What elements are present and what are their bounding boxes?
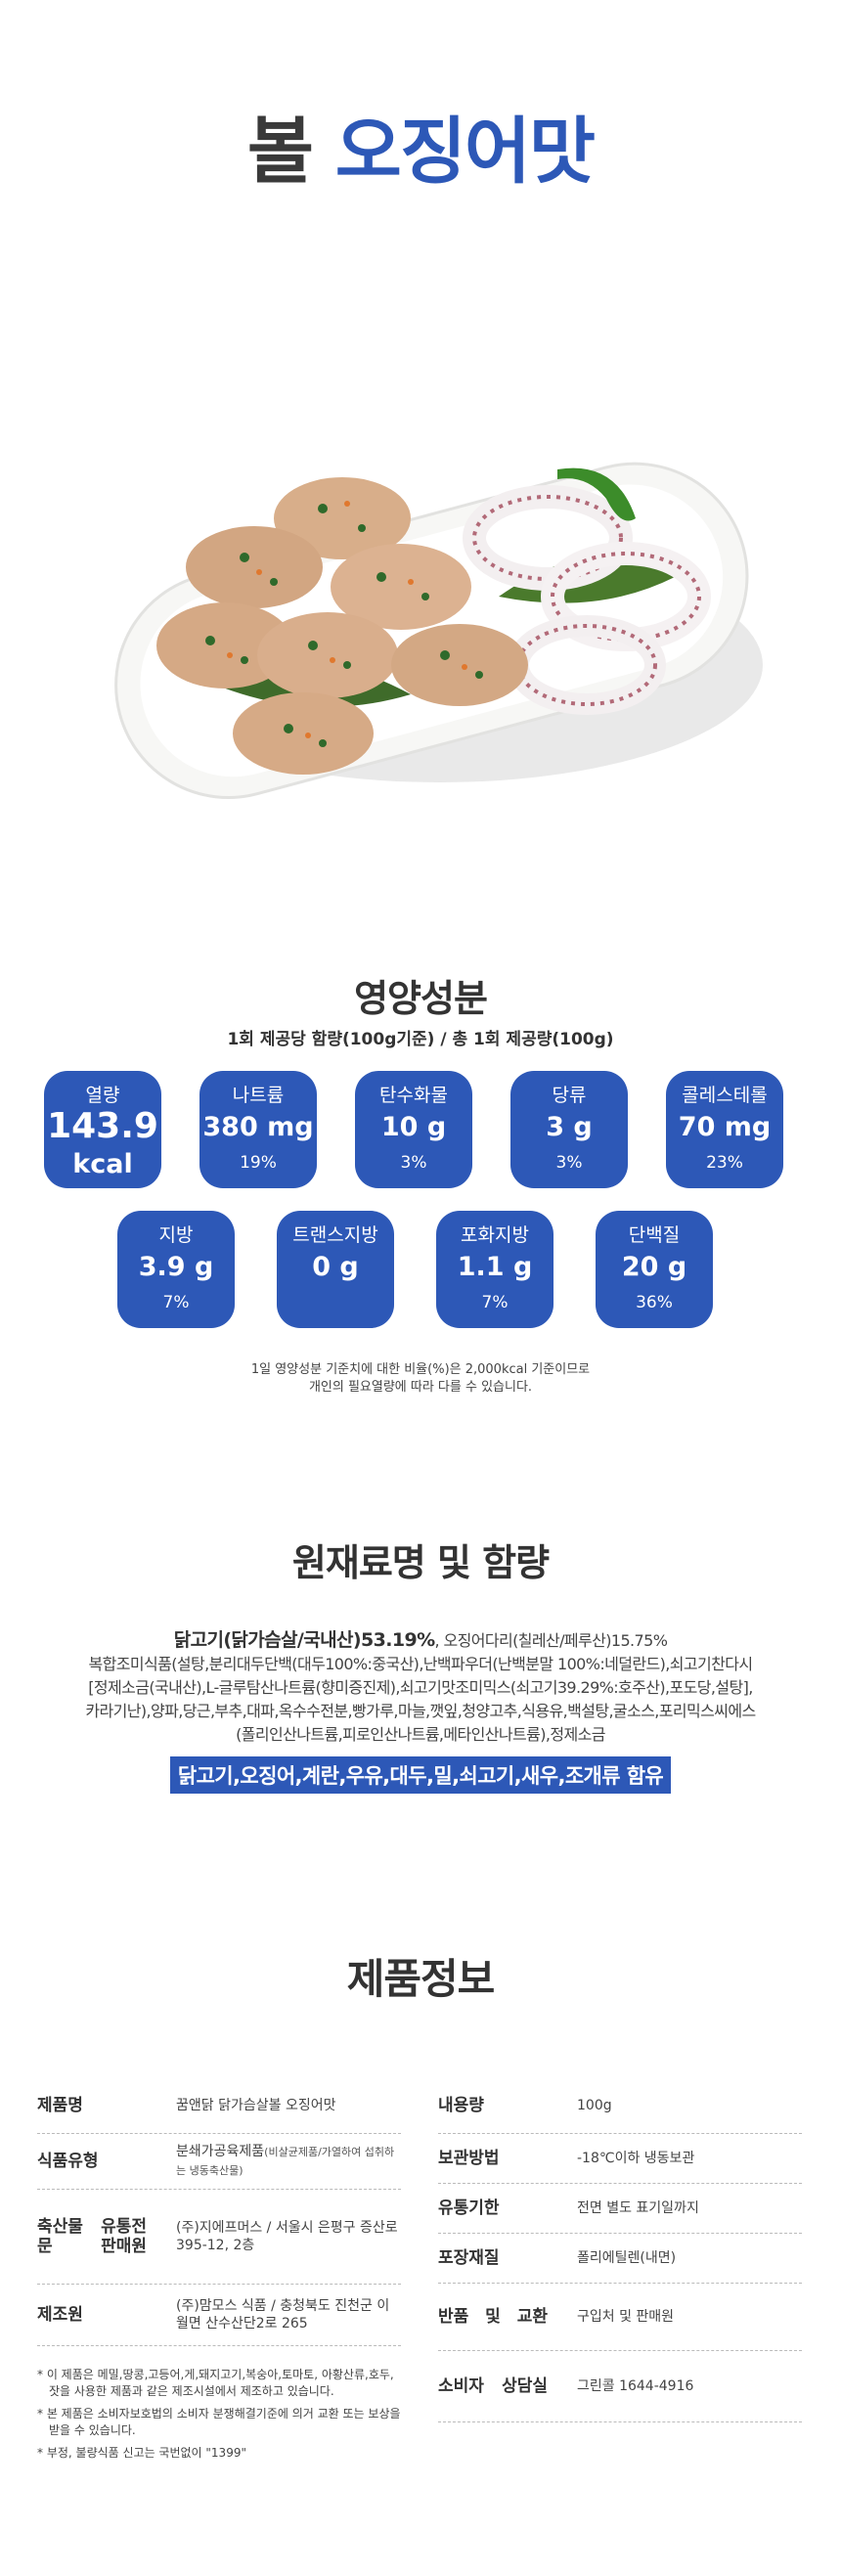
badge-value: 380 mg	[202, 1112, 314, 1142]
badge-percent: 3%	[555, 1153, 583, 1173]
badge-value: 0 g	[312, 1252, 359, 1282]
ingredients-line: 카라기난),양파,당근,부추,대파,옥수수전분,빵가루,마늘,깻잎,청양고추,식…	[85, 1702, 756, 1720]
info-value-note: (비살균제품/가열하여 섭취하는 냉동축산물)	[176, 2146, 395, 2177]
info-key: 반품 및 교환	[438, 2307, 548, 2327]
product-title: 볼 오징어맛	[0, 108, 841, 196]
allergy-banner: 닭고기,오징어,계란,우유,대두,밀,쇠고기,새우,조개류 함유	[0, 1756, 841, 1794]
badge-value: 3.9 g	[138, 1252, 214, 1282]
info-value: 전면 별도 표기일까지	[577, 2200, 699, 2216]
badge-value: 10 g	[380, 1112, 447, 1142]
title-part1: 볼	[246, 110, 314, 194]
nutrition-badge-fat: 지방 3.9 g 7%	[117, 1211, 235, 1328]
info-key: 제조원	[37, 2305, 83, 2325]
badge-value: 1.1 g	[457, 1252, 533, 1282]
ingredients-line: [정제소금(국내산),L-글루탐산나트륨(향미증진제),쇠고기맛조미믹스(쇠고기…	[88, 1678, 753, 1697]
nutrition-badge-cholesterol: 콜레스테롤 70 mg 23%	[666, 1071, 783, 1188]
badge-percent: 19%	[240, 1153, 277, 1173]
info-row: 포장재질 폴리에틸렌(내면)	[438, 2234, 802, 2284]
nutrition-badge-sodium: 나트륨 380 mg 19%	[199, 1071, 317, 1188]
ingredients-heading: 원재료명 및 함량	[291, 1541, 550, 1584]
info-row: 내용량 100g	[438, 2078, 802, 2134]
product-notes: * 이 제품은 메밀,땅콩,고등어,게,돼지고기,복숭아,토마토, 아황산류,호…	[37, 2367, 401, 2467]
nutrition-heading: 영양성분	[354, 977, 488, 1020]
info-row: 소비자 상담실 그린콜 1644-4916	[438, 2351, 802, 2422]
info-key: 식품유형	[37, 2152, 99, 2171]
nutrition-badge-saturated-fat: 포화지방 1.1 g 7%	[436, 1211, 553, 1328]
info-key: 내용량	[438, 2096, 484, 2115]
info-value: 구입처 및 판매원	[577, 2309, 675, 2325]
info-value: 그린콜 1644-4916	[577, 2378, 694, 2394]
badge-percent: 23%	[706, 1153, 743, 1173]
info-row: 축산물 유통전문 판매원 (주)지에프머스 / 서울시 은평구 증산로 395-…	[37, 2190, 401, 2285]
badge-label: 포화지방	[461, 1224, 529, 1246]
info-row: 보관방법 -18℃이하 냉동보관	[438, 2134, 802, 2184]
info-value: (주)지에프머스 / 서울시 은평구 증산로 395-12, 2층	[176, 2220, 398, 2253]
info-row: 반품 및 교환 구입처 및 판매원	[438, 2284, 802, 2351]
product-note: * 이 제품은 메밀,땅콩,고등어,게,돼지고기,복숭아,토마토, 아황산류,호…	[37, 2368, 394, 2398]
info-key: 소비자 상담실	[438, 2376, 548, 2396]
badge-value: 143.9	[47, 1106, 158, 1146]
badge-value: 20 g	[621, 1252, 687, 1282]
info-row: 식품유형 분쇄가공육제품(비살균제품/가열하여 섭취하는 냉동축산물)	[37, 2134, 401, 2190]
info-value: 폴리에틸렌(내면)	[577, 2250, 677, 2266]
badge-value: 70 mg	[678, 1112, 772, 1142]
badge-label: 지방	[158, 1224, 194, 1246]
ingredients-main: 닭고기(닭가슴살/국내산)53.19%	[173, 1629, 435, 1651]
product-info-heading: 제품정보	[346, 1955, 496, 2003]
nutrition-footnote-line: 1일 영양성분 기준치에 대한 비율(%)은 2,000kcal 기준이므로	[250, 1362, 591, 1377]
ingredients-line: 복합조미식품(설탕,분리대두단백(대두100%:중국산),난백파우더(난백분말 …	[88, 1655, 754, 1673]
ingredients-line: (폴리인산나트륨,피로인산나트륨,메타인산나트륨),정제소금	[236, 1725, 605, 1744]
info-key: 제품명	[37, 2096, 83, 2115]
nutrition-footnote: 1일 영양성분 기준치에 대한 비율(%)은 2,000kcal 기준이므로 개…	[0, 1361, 841, 1397]
info-value: 분쇄가공육제품(비살균제품/가열하여 섭취하는 냉동축산물)	[176, 2143, 401, 2180]
info-value: 100g	[577, 2098, 612, 2113]
info-key: 축산물 유통전문 판매원	[37, 2217, 147, 2256]
info-key: 유통기한	[438, 2198, 500, 2218]
ingredients-text: 닭고기(닭가슴살/국내산)53.19%, 오징어다리(칠레산/페루산)15.75…	[20, 1628, 821, 1747]
badge-value: 3 g	[546, 1112, 593, 1142]
product-note: * 부정, 불량식품 신고는 국번없이 "1399"	[37, 2446, 246, 2460]
title-part2: 오징어맛	[334, 110, 596, 194]
info-row: 유통기한 전면 별도 표기일까지	[438, 2184, 802, 2234]
ingredients-line: 닭고기(닭가슴살/국내산)53.19%, 오징어다리(칠레산/페루산)15.75…	[20, 1628, 821, 1653]
badge-label: 트랜스지방	[292, 1224, 378, 1246]
badge-label: 열량	[85, 1085, 120, 1106]
badge-label: 나트륨	[232, 1085, 285, 1106]
badge-label: 콜레스테롤	[682, 1085, 768, 1106]
nutrition-badge-sugars: 당류 3 g 3%	[510, 1071, 628, 1188]
badge-label: 당류	[552, 1085, 587, 1106]
product-info-right: 내용량 100g 보관방법 -18℃이하 냉동보관 유통기한 전면 별도 표기일…	[438, 2078, 802, 2422]
ingredients-line-rest: , 오징어다리(칠레산/페루산)15.75%	[434, 1631, 668, 1650]
badge-label: 탄수화물	[379, 1085, 448, 1106]
badge-percent: 7%	[162, 1293, 190, 1312]
nutrition-badge-trans-fat: 트랜스지방 0 g	[277, 1211, 394, 1328]
info-row: 제조원 (주)맘모스 식품 / 충청북도 진천군 이월면 산수산단2로 265	[37, 2285, 401, 2346]
info-value: 꿈앤닭 닭가슴살볼 오징어맛	[176, 2098, 336, 2113]
product-photo	[114, 462, 763, 799]
info-key: 포장재질	[438, 2248, 500, 2268]
info-row: 제품명 꿈앤닭 닭가슴살볼 오징어맛	[37, 2078, 401, 2134]
nutrition-footnote-line: 개인의 필요열량에 따라 다를 수 있습니다.	[308, 1380, 533, 1395]
info-value-main: 분쇄가공육제품	[176, 2144, 265, 2159]
nutrition-badge-carbs: 탄수화물 10 g 3%	[355, 1071, 472, 1188]
product-info-left: 제품명 꿈앤닭 닭가슴살볼 오징어맛 식품유형 분쇄가공육제품(비살균제품/가열…	[37, 2078, 401, 2346]
allergy-text: 닭고기,오징어,계란,우유,대두,밀,쇠고기,새우,조개류 함유	[169, 1756, 672, 1794]
badge-unit: kcal	[72, 1149, 133, 1179]
info-value: (주)맘모스 식품 / 충청북도 진천군 이월면 산수산단2로 265	[176, 2298, 390, 2332]
badge-label: 단백질	[628, 1224, 681, 1246]
badge-percent: 36%	[636, 1293, 673, 1312]
info-value: -18℃이하 냉동보관	[577, 2151, 695, 2166]
badge-percent: 3%	[400, 1153, 427, 1173]
nutrition-badge-calories: 열량 143.9 kcal	[44, 1071, 161, 1188]
nutrition-subheading: 1회 제공당 함량(100g기준) / 총 1회 제공량(100g)	[227, 1030, 614, 1049]
info-key: 보관방법	[438, 2149, 500, 2168]
badge-percent: 7%	[481, 1293, 509, 1312]
product-note: * 본 제품은 소비자보호법의 소비자 분쟁해결기준에 의거 교환 또는 보상을…	[37, 2407, 401, 2437]
nutrition-badge-protein: 단백질 20 g 36%	[596, 1211, 713, 1328]
